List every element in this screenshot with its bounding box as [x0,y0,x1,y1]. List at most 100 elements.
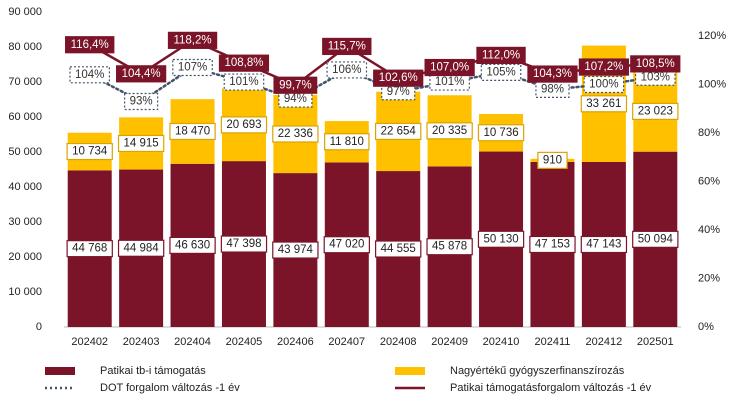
x-tick-label: 202407 [328,336,365,348]
legend-label: Patikai támogatásforgalom változás -1 év [450,382,652,394]
value-label-box [373,69,424,87]
value-label: 118,2% [173,34,211,46]
legend-swatch [45,367,75,375]
y2-tick-label: 120% [698,30,726,42]
value-label: 98% [541,83,564,95]
value-label: 50 130 [483,233,518,245]
value-label-box [220,235,268,253]
x-tick-label: 202404 [174,336,211,348]
value-label: 20 335 [432,125,467,137]
value-label: 108,5% [636,58,675,70]
value-label-box [477,230,525,248]
value-label-box [429,73,470,91]
value-label: 47 143 [586,239,621,251]
value-label: 105% [486,66,515,78]
value-label: 20 693 [226,119,261,131]
value-label-box [580,235,628,254]
x-tick-label: 202405 [226,336,263,348]
y-tick-label: 50 000 [8,146,42,158]
value-label: 97% [387,86,410,98]
value-label-box [218,54,270,72]
value-label-box [272,125,319,143]
value-label-box [424,58,475,77]
value-label: 100% [589,79,618,91]
labels: 44 768 44 984 46 630 47 398 43 974 47 020 44 5… [66,95,679,259]
value-label-box [117,134,165,153]
value-label: 104,4% [122,68,161,80]
y2-tick-label: 20% [698,272,720,284]
value-label: 112,0% [482,49,520,61]
value-label-box [477,124,525,142]
value-label-box [272,241,319,259]
y-tick-label: 70 000 [8,76,42,88]
value-label-box [169,122,216,141]
legend-swatch [395,367,425,375]
value-label: 44 555 [381,243,416,255]
line-labels: 104% 93% 107% 101% 94% 106% 97% 101% 105% 98% 100%… [65,31,681,111]
value-label: 45 878 [432,241,467,253]
x-tick-label: 202412 [586,336,623,348]
value-label: 47 153 [535,239,570,251]
value-label-box [117,239,165,257]
value-label-box [66,142,113,161]
x-tick-label: 202411 [535,336,571,348]
y-tick-label: 30 000 [8,216,42,228]
value-label: 47 020 [329,239,364,251]
value-label-box [480,63,522,81]
value-label-box [632,230,679,248]
y-tick-label: 60 000 [8,111,42,123]
value-label: 115,7% [328,40,366,52]
value-label: 14 915 [124,137,159,149]
y2-tick-label: 60% [698,175,720,187]
x-tick-label: 202501 [637,336,674,348]
value-label-box [69,66,111,84]
value-label: 102,6% [379,72,418,84]
value-label: 104% [75,69,104,81]
value-label: 107,2% [584,61,623,73]
value-label: 104,3% [533,68,572,80]
value-label-box [169,236,216,254]
value-label: 44 768 [72,243,107,255]
legend-label: Patikai tb-i támogatás [100,365,206,377]
value-label: 22 336 [278,128,313,140]
x-tick-label: 202408 [380,336,417,348]
value-label: 50 094 [638,233,674,245]
x-tick-label: 202410 [483,336,520,348]
value-label: 47 398 [226,238,261,250]
value-label-box [583,75,625,94]
value-label-box [537,151,568,169]
value-label: 910 [543,154,562,166]
value-label: 99,7% [279,79,312,91]
value-label: 116,4% [71,39,109,51]
value-label-box [220,116,268,134]
value-label-box [634,68,676,86]
value-label-box [426,122,473,140]
y2-tick-label: 100% [698,78,726,90]
value-label-box [580,95,628,113]
x-tick-label: 202403 [123,336,160,348]
x-tick-label: 202406 [277,336,314,348]
value-label: 44 984 [124,242,160,254]
value-label: 11 810 [330,136,364,148]
y-tick-label: 10 000 [8,286,42,298]
value-label: 33 261 [586,98,621,110]
y2-tick-label: 80% [698,127,720,139]
value-label: 101% [435,76,464,88]
y-tick-label: 20 000 [8,251,42,263]
value-label-box [326,61,368,79]
value-label-box [375,122,422,141]
x-tick-label: 202409 [431,336,468,348]
value-label-box [426,238,473,256]
value-label: 94% [284,93,307,105]
value-label-box [324,133,370,151]
y-tick-label: 0 [36,321,42,333]
value-label: 18 470 [175,126,210,138]
value-label-box [527,65,578,83]
value-label: 10 736 [483,127,518,139]
value-label: 93% [130,96,153,108]
y2-tick-label: 0% [698,321,714,333]
y-tick-label: 80 000 [8,41,42,53]
value-label: 10 734 [72,146,108,158]
value-label-box [375,240,422,258]
value-label-box [124,92,159,111]
